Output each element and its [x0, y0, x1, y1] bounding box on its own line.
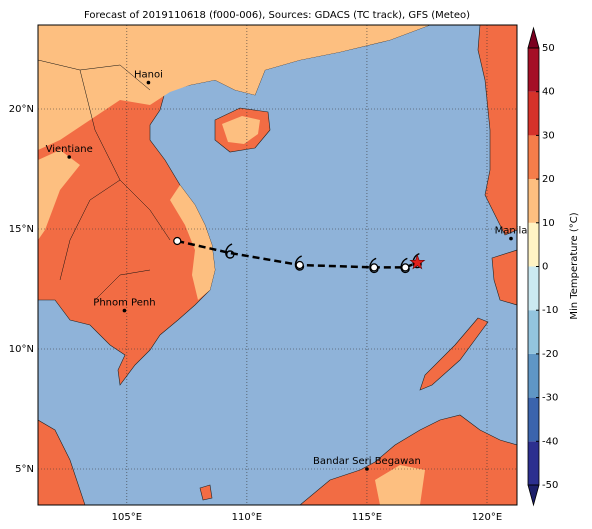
x-tick-label: 105°E — [112, 512, 142, 523]
colorbar-bin — [528, 397, 539, 442]
colorbar-tick-label: -20 — [542, 349, 558, 360]
colorbar-bin — [528, 179, 539, 223]
colorbar-over — [527, 26, 540, 49]
cool-land — [38, 25, 430, 150]
city-marker — [146, 80, 151, 85]
colorbar-under — [527, 484, 540, 507]
colorbar-bin — [528, 91, 539, 136]
island — [419, 317, 489, 391]
y-tick-label: 10°N — [9, 344, 34, 355]
island — [222, 116, 260, 144]
cool-land — [375, 465, 425, 505]
island — [199, 484, 213, 501]
city-marker — [509, 236, 513, 241]
colorbar-tick-label: 50 — [542, 43, 555, 54]
map-frame — [37, 24, 518, 506]
colorbar-bin — [528, 48, 539, 92]
colorbar-bin — [528, 222, 539, 267]
island — [299, 414, 517, 505]
island — [477, 25, 517, 236]
track-point — [401, 263, 410, 272]
colorbar-bin — [528, 310, 539, 354]
peninsula — [38, 419, 86, 505]
colorbar-tick-label: -40 — [542, 436, 558, 447]
city-marker — [365, 467, 369, 471]
x-tick-label: 120°E — [472, 512, 502, 523]
y-tick-label: 20°N — [9, 104, 34, 115]
colorbar-tick-label: 40 — [542, 87, 555, 98]
city-label: Bandar Seri Begawan — [313, 456, 421, 467]
colorbar-bin — [528, 266, 539, 311]
colorbar-tick-label: -50 — [542, 480, 558, 491]
colorbar-bin — [528, 353, 539, 398]
city-marker — [122, 308, 127, 313]
colorbar-tick-label: -10 — [542, 305, 558, 316]
border — [38, 59, 171, 301]
land — [38, 25, 517, 505]
colorbar-tick-label: 10 — [542, 218, 555, 229]
cool-land — [38, 150, 80, 240]
track-point — [173, 236, 182, 246]
cyclone-symbol — [225, 243, 235, 259]
city-label: Hanoi — [134, 70, 163, 81]
island — [491, 249, 517, 306]
x-tick-label: 115°E — [352, 512, 382, 523]
city-label: Manila — [495, 226, 528, 237]
colorbar-tick-label: 0 — [542, 262, 548, 273]
colorbar-tick-label: 30 — [542, 130, 555, 141]
colorbar-label: Min Temperature (°C) — [569, 212, 580, 319]
colorbar-bin — [528, 135, 539, 180]
city-label: Phnom Penh — [93, 298, 155, 309]
x-tick-label: 110°E — [232, 512, 262, 523]
current-position — [409, 254, 426, 270]
y-tick-label: 15°N — [9, 224, 34, 235]
track-point — [295, 260, 304, 270]
map-title: Forecast of 2019110618 (f000-006), Sourc… — [84, 10, 470, 21]
city-marker — [67, 155, 72, 159]
colorbar: -50 -40 -30 -20 -10 0 10 20 30 40 50 — [527, 26, 558, 507]
city-label: Vientiane — [46, 144, 93, 155]
colorbar-bin — [528, 441, 539, 485]
y-tick-label: 5°N — [15, 464, 34, 475]
colorbar-tick-label: 20 — [542, 174, 555, 185]
cool-land — [170, 185, 215, 300]
colorbar-tick-label: -30 — [542, 393, 558, 404]
track-point — [370, 263, 379, 272]
